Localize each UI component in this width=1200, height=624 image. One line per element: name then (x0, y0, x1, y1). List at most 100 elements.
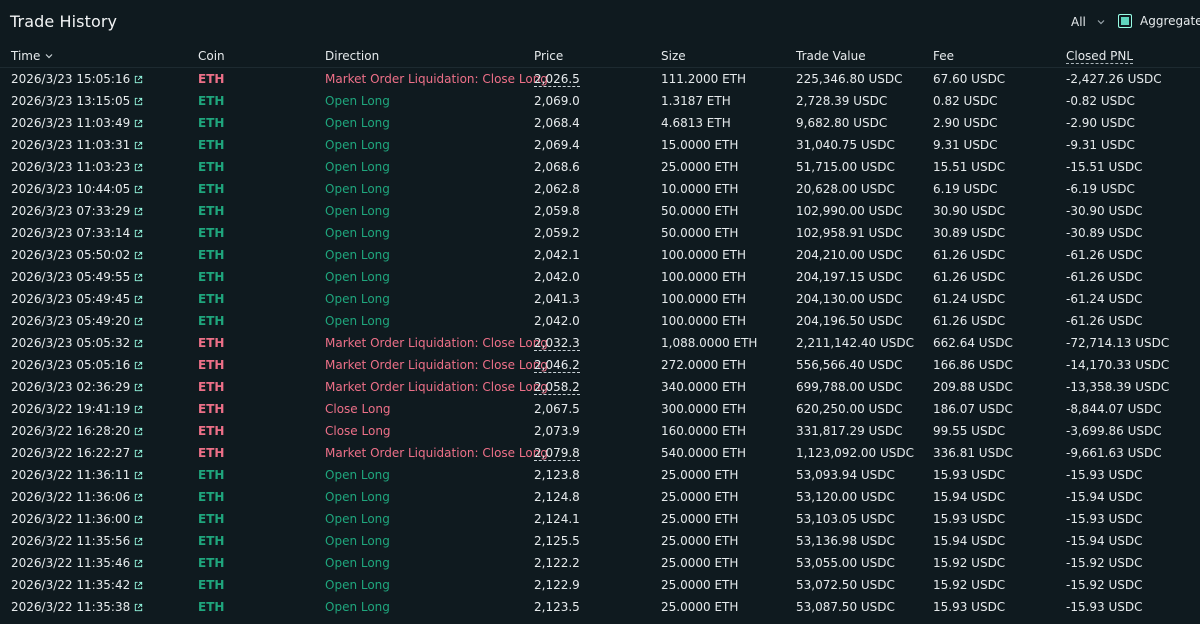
trade-time: 2026/3/23 11:03:49 (11, 116, 144, 130)
external-link-icon[interactable] (133, 272, 144, 283)
trade-value: 102,958.91 USDC (796, 226, 903, 240)
trade-value: 2,211,142.40 USDC (796, 336, 914, 350)
external-link-icon[interactable] (133, 492, 144, 503)
external-link-icon[interactable] (133, 96, 144, 107)
external-link-icon[interactable] (133, 118, 144, 129)
external-link-icon[interactable] (133, 470, 144, 481)
external-link-icon[interactable] (133, 228, 144, 239)
trade-price: 2,067.5 (534, 402, 580, 416)
external-link-icon[interactable] (133, 140, 144, 151)
trade-price[interactable]: 2,058.2 (534, 380, 580, 395)
trade-coin: ETH (198, 204, 225, 218)
external-link-icon[interactable] (133, 206, 144, 217)
trade-history-header: Trade History All Aggregate (0, 0, 1200, 45)
trade-closed-pnl: -15.93 USDC (1066, 600, 1143, 614)
trade-value: 102,990.00 USDC (796, 204, 903, 218)
external-link-icon[interactable] (133, 162, 144, 173)
external-link-icon[interactable] (133, 250, 144, 261)
trade-price: 2,125.5 (534, 534, 580, 548)
external-link-icon[interactable] (133, 316, 144, 327)
trade-direction: Open Long (325, 204, 390, 218)
trade-closed-pnl: -8,844.07 USDC (1066, 402, 1162, 416)
trade-closed-pnl: -15.93 USDC (1066, 512, 1143, 526)
external-link-icon[interactable] (133, 514, 144, 525)
trade-value: 620,250.00 USDC (796, 402, 903, 416)
trade-size: 100.0000 ETH (661, 314, 747, 328)
trade-value: 53,087.50 USDC (796, 600, 895, 614)
trade-direction: Market Order Liquidation: Close Long (325, 446, 548, 460)
table-row: 2026/3/22 11:36:11 ETH Open Long 2,123.8 25.… (0, 464, 1200, 486)
external-link-icon[interactable] (133, 294, 144, 305)
trade-value: 331,817.29 USDC (796, 424, 903, 438)
external-link-icon[interactable] (133, 74, 144, 85)
trade-time: 2026/3/22 11:36:11 (11, 468, 144, 482)
external-link-icon[interactable] (133, 382, 144, 393)
trade-value: 51,715.00 USDC (796, 160, 895, 174)
trade-value: 204,196.50 USDC (796, 314, 903, 328)
trade-closed-pnl: -15.92 USDC (1066, 556, 1143, 570)
trade-size: 160.0000 ETH (661, 424, 747, 438)
external-link-icon[interactable] (133, 338, 144, 349)
trade-time-text: 2026/3/22 19:41:19 (11, 402, 131, 416)
trade-coin: ETH (198, 72, 225, 86)
trade-price[interactable]: 2,079.8 (534, 446, 580, 461)
external-link-icon[interactable] (133, 426, 144, 437)
trade-time-text: 2026/3/23 11:03:49 (11, 116, 131, 130)
table-row: 2026/3/23 15:05:16 ETH Market Order Liquid… (0, 68, 1200, 90)
trade-coin: ETH (198, 600, 225, 614)
trade-fee: 30.89 USDC (933, 226, 1006, 240)
external-link-icon[interactable] (133, 448, 144, 459)
external-link-icon[interactable] (133, 184, 144, 195)
trade-price: 2,068.6 (534, 160, 580, 174)
table-row: 2026/3/22 11:35:38 ETH Open Long 2,123.5 25.… (0, 596, 1200, 618)
trade-coin: ETH (198, 336, 225, 350)
trade-time-text: 2026/3/23 15:05:16 (11, 72, 131, 86)
external-link-icon[interactable] (133, 404, 144, 415)
table-row: 2026/3/23 11:03:31 ETH Open Long 2,069.4 15.… (0, 134, 1200, 156)
external-link-icon[interactable] (133, 558, 144, 569)
external-link-icon[interactable] (133, 536, 144, 547)
column-header-fee: Fee (933, 49, 955, 63)
trade-time-text: 2026/3/23 11:03:31 (11, 138, 131, 152)
external-link-icon[interactable] (133, 580, 144, 591)
trade-time: 2026/3/22 16:22:27 (11, 446, 144, 460)
trade-value: 699,788.00 USDC (796, 380, 903, 394)
trade-size: 50.0000 ETH (661, 204, 739, 218)
trade-price[interactable]: 2,026.5 (534, 72, 580, 87)
trade-closed-pnl: -61.26 USDC (1066, 314, 1143, 328)
trade-coin: ETH (198, 424, 225, 438)
external-link-icon[interactable] (133, 602, 144, 613)
external-link-icon[interactable] (133, 360, 144, 371)
trade-price: 2,069.0 (534, 94, 580, 108)
trade-closed-pnl: -30.89 USDC (1066, 226, 1143, 240)
table-row: 2026/3/23 05:05:16 ETH Market Order Liquid… (0, 354, 1200, 376)
trade-direction: Open Long (325, 270, 390, 284)
trade-size: 25.0000 ETH (661, 600, 739, 614)
trade-time: 2026/3/22 11:35:38 (11, 600, 144, 614)
trade-coin: ETH (198, 292, 225, 306)
trade-time: 2026/3/22 11:35:42 (11, 578, 144, 592)
trade-time-text: 2026/3/23 05:49:55 (11, 270, 131, 284)
trade-coin: ETH (198, 116, 225, 130)
trade-price[interactable]: 2,032.3 (534, 336, 580, 351)
trade-coin: ETH (198, 226, 225, 240)
column-header-closed-pnl[interactable]: Closed PNL (1066, 49, 1134, 64)
trade-price: 2,123.5 (534, 600, 580, 614)
trade-size: 25.0000 ETH (661, 534, 739, 548)
trade-price[interactable]: 2,046.2 (534, 358, 580, 373)
trade-time: 2026/3/23 02:36:29 (11, 380, 144, 394)
coin-filter-dropdown[interactable]: All (1071, 15, 1106, 29)
trade-value: 204,210.00 USDC (796, 248, 903, 262)
aggregate-checkbox[interactable] (1118, 14, 1132, 28)
trade-size: 25.0000 ETH (661, 490, 739, 504)
trade-direction: Market Order Liquidation: Close Long (325, 72, 548, 86)
trade-time: 2026/3/23 05:50:02 (11, 248, 144, 262)
trade-time: 2026/3/23 05:05:16 (11, 358, 144, 372)
trade-value: 1,123,092.00 USDC (796, 446, 914, 460)
column-header-time[interactable]: Time (11, 49, 54, 63)
trade-time: 2026/3/22 11:35:46 (11, 556, 144, 570)
trade-direction: Open Long (325, 292, 390, 306)
trade-coin: ETH (198, 380, 225, 394)
aggregate-toggle[interactable]: Aggregate (1118, 14, 1200, 28)
trade-size: 100.0000 ETH (661, 292, 747, 306)
